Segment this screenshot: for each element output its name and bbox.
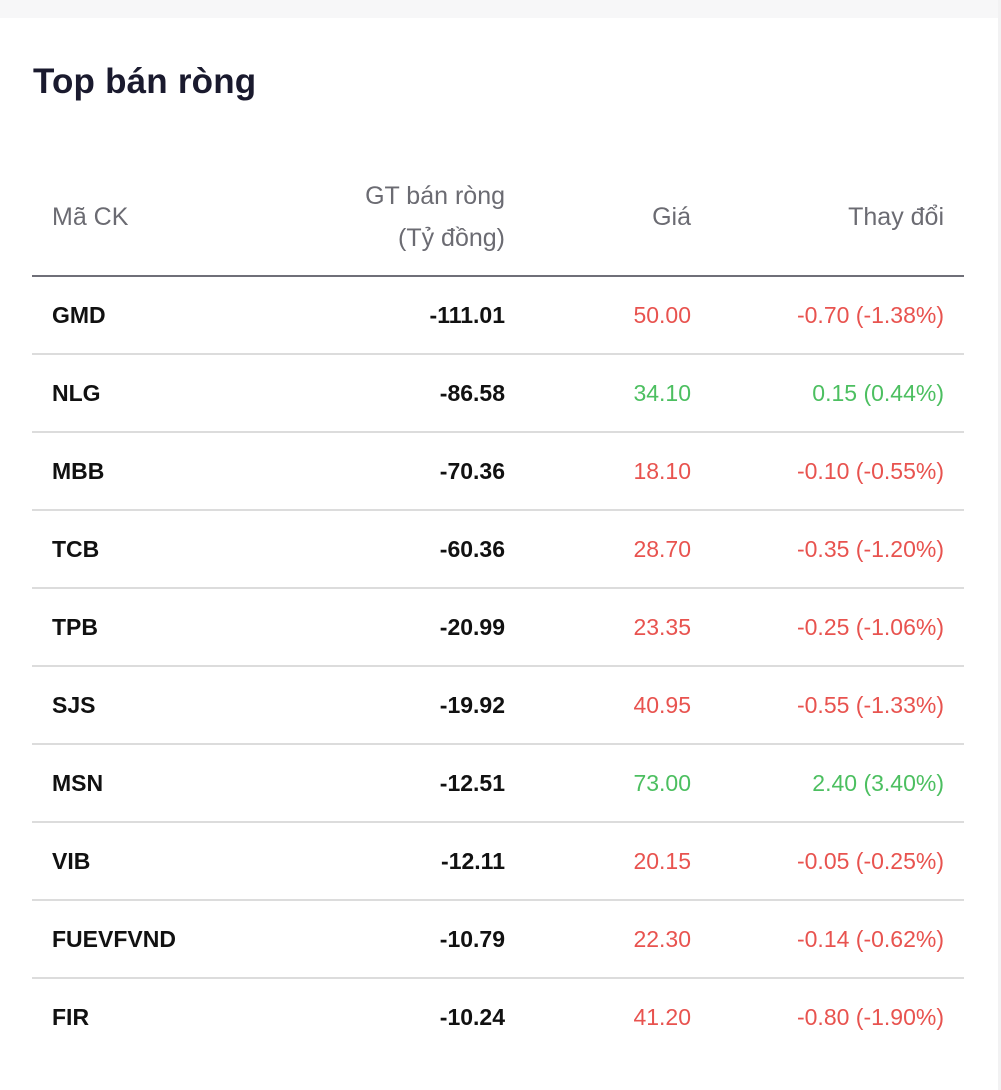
cell-change: -0.14 (-0.62%) <box>711 900 964 979</box>
cell-net-sell: -10.79 <box>282 900 525 979</box>
cell-net-sell: -70.36 <box>282 432 525 511</box>
cell-price: 28.70 <box>525 510 711 589</box>
cell-net-sell: -12.51 <box>282 744 525 823</box>
cell-change: -0.70 (-1.38%) <box>711 276 964 355</box>
cell-change: -0.80 (-1.90%) <box>796 1003 944 1030</box>
table-row[interactable]: FIR -10.24 41.20 -0.80 (-1.90%) <box>32 978 964 1055</box>
cell-net-sell: -86.58 <box>282 354 525 433</box>
cell-price: 50.00 <box>525 276 711 355</box>
header-price: Giá <box>525 158 711 277</box>
cell-price: 20.15 <box>525 822 711 901</box>
cell-change: -0.55 (-1.33%) <box>711 666 964 745</box>
table-row[interactable]: TPB -20.99 23.35 -0.25 (-1.06%) <box>32 588 964 667</box>
cell-symbol: SJS <box>32 666 282 745</box>
table-row[interactable]: MBB -70.36 18.10 -0.10 (-0.55%) <box>32 432 964 511</box>
cell-symbol: FUEVFVND <box>32 900 282 979</box>
cell-change: -0.25 (-1.06%) <box>711 588 964 667</box>
table-body: GMD -111.01 50.00 -0.70 (-1.38%) NLG -86.58 34… <box>32 276 964 1055</box>
header-symbol: Mã CK <box>32 158 282 277</box>
cell-price: 34.10 <box>525 354 711 433</box>
table-row[interactable]: MSN -12.51 73.00 2.40 (3.40%) <box>32 744 964 823</box>
cell-symbol: VIB <box>32 822 282 901</box>
cell-change: -0.05 (-0.25%) <box>711 822 964 901</box>
cell-symbol: TCB <box>32 510 282 589</box>
header-change: Thay đổi <box>711 158 964 277</box>
table-row[interactable]: NLG -86.58 34.10 0.15 (0.44%) <box>32 354 964 433</box>
cell-symbol: NLG <box>32 354 282 433</box>
cell-price: 73.00 <box>525 744 711 823</box>
cell-net-sell: -19.92 <box>282 666 525 745</box>
cell-price: 22.30 <box>525 900 711 979</box>
cell-price: 41.20 <box>633 1003 691 1030</box>
cell-symbol: MBB <box>32 432 282 511</box>
net-sell-table: Mã CK GT bán ròng (Tỷ đồng) Giá Thay đổi… <box>32 158 964 1055</box>
table-row[interactable]: GMD -111.01 50.00 -0.70 (-1.38%) <box>32 276 964 355</box>
cell-change: 0.15 (0.44%) <box>711 354 964 433</box>
table-header: Mã CK GT bán ròng (Tỷ đồng) Giá Thay đổi <box>32 158 964 277</box>
top-divider-strip <box>0 0 1001 18</box>
table-row[interactable]: SJS -19.92 40.95 -0.55 (-1.33%) <box>32 666 964 745</box>
cell-net-sell: -60.36 <box>282 510 525 589</box>
cell-change: 2.40 (3.40%) <box>711 744 964 823</box>
cell-price: 18.10 <box>525 432 711 511</box>
table-row[interactable]: VIB -12.11 20.15 -0.05 (-0.25%) <box>32 822 964 901</box>
cell-net-sell: -12.11 <box>282 822 525 901</box>
cell-price: 23.35 <box>525 588 711 667</box>
cell-change: -0.35 (-1.20%) <box>711 510 964 589</box>
header-net-sell: GT bán ròng (Tỷ đồng) <box>282 158 525 277</box>
cell-symbol: TPB <box>32 588 282 667</box>
cell-symbol: MSN <box>32 744 282 823</box>
cell-net-sell: -10.24 <box>439 1003 505 1030</box>
right-edge-strip <box>998 0 1001 1090</box>
header-net-sell-label: GT bán ròng <box>365 181 505 210</box>
table-row[interactable]: FUEVFVND -10.79 22.30 -0.14 (-0.62%) <box>32 900 964 979</box>
cell-net-sell: -111.01 <box>282 276 525 355</box>
cell-price: 40.95 <box>525 666 711 745</box>
cell-net-sell: -20.99 <box>282 588 525 667</box>
cell-symbol: GMD <box>32 276 282 355</box>
panel-title: Top bán ròng <box>33 62 257 101</box>
header-row: Mã CK GT bán ròng (Tỷ đồng) Giá Thay đổi <box>32 158 964 277</box>
cell-change: -0.10 (-0.55%) <box>711 432 964 511</box>
table-row[interactable]: TCB -60.36 28.70 -0.35 (-1.20%) <box>32 510 964 589</box>
header-net-sell-unit: (Tỷ đồng) <box>398 223 505 252</box>
cell-symbol: FIR <box>52 1003 90 1030</box>
